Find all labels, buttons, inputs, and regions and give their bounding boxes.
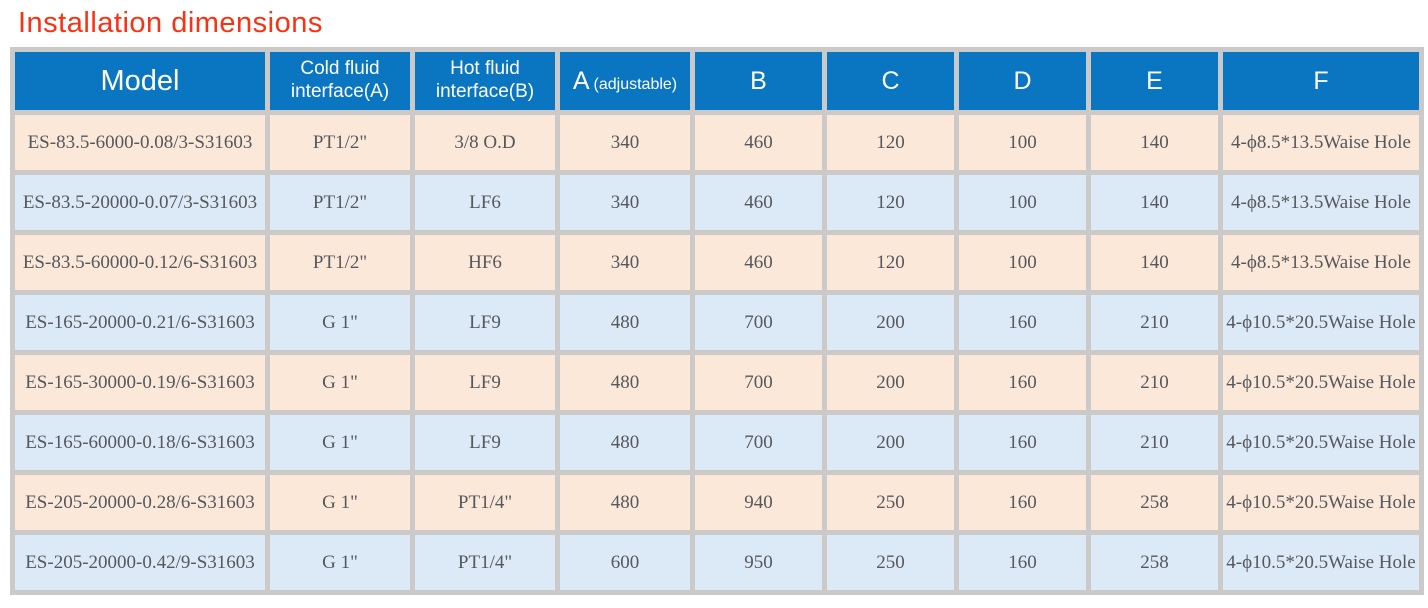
page-title: Installation dimensions	[18, 7, 323, 39]
dim-f-cell: 4-ϕ10.5*20.5Waise Hole	[1223, 535, 1419, 590]
dim-a-cell: 340	[560, 175, 690, 230]
dim-e-cell: 140	[1091, 115, 1218, 170]
header-dim-a-label: A	[572, 66, 590, 95]
hot-fluid-interface-cell: PT1/4"	[415, 475, 555, 530]
model-cell: ES-165-60000-0.18/6-S31603	[15, 415, 265, 470]
dim-e-cell: 210	[1091, 415, 1218, 470]
dim-d-cell: 100	[959, 115, 1086, 170]
dim-b-cell: 460	[695, 115, 822, 170]
dim-c-cell: 200	[827, 415, 954, 470]
table-body: ES-83.5-6000-0.08/3-S31603 PT1/2" 3/8 O.D 3…	[15, 115, 1419, 590]
model-cell: ES-205-20000-0.42/9-S31603	[15, 535, 265, 590]
cold-fluid-interface-cell: G 1"	[270, 355, 410, 410]
dim-d-cell: 100	[959, 175, 1086, 230]
dim-a-cell: 340	[560, 235, 690, 290]
header-dim-d: D	[959, 52, 1086, 110]
dim-a-cell: 480	[560, 415, 690, 470]
dim-b-cell: 700	[695, 415, 822, 470]
header-model: Model	[15, 52, 265, 110]
dim-b-cell: 950	[695, 535, 822, 590]
dim-f-cell: 4-ϕ10.5*20.5Waise Hole	[1223, 355, 1419, 410]
dim-e-cell: 210	[1091, 295, 1218, 350]
header-hot-fluid-interface: Hot fluid interface(B)	[415, 52, 555, 110]
dim-d-cell: 160	[959, 355, 1086, 410]
cold-fluid-interface-cell: PT1/2"	[270, 235, 410, 290]
hot-fluid-interface-cell: PT1/4"	[415, 535, 555, 590]
table-row: ES-165-30000-0.19/6-S31603 G 1" LF9 480 700 2…	[15, 355, 1419, 410]
hot-fluid-interface-cell: LF9	[415, 355, 555, 410]
table-row: ES-83.5-20000-0.07/3-S31603 PT1/2" LF6 340 4…	[15, 175, 1419, 230]
dim-d-cell: 100	[959, 235, 1086, 290]
dim-a-cell: 480	[560, 475, 690, 530]
header-cold-fluid-interface: Cold fluid interface(A)	[270, 52, 410, 110]
dim-e-cell: 140	[1091, 235, 1218, 290]
installation-dimensions-table: Model Cold fluid interface(A) Hot fluid …	[10, 47, 1424, 595]
dim-d-cell: 160	[959, 415, 1086, 470]
header-dim-a-sublabel: (adjustable)	[593, 75, 678, 93]
model-cell: ES-83.5-60000-0.12/6-S31603	[15, 235, 265, 290]
dim-b-cell: 700	[695, 295, 822, 350]
hot-fluid-interface-cell: LF9	[415, 415, 555, 470]
dim-c-cell: 200	[827, 355, 954, 410]
dim-f-cell: 4-ϕ8.5*13.5Waise Hole	[1223, 175, 1419, 230]
dim-e-cell: 258	[1091, 475, 1218, 530]
dim-f-cell: 4-ϕ10.5*20.5Waise Hole	[1223, 475, 1419, 530]
dim-c-cell: 120	[827, 115, 954, 170]
installation-dimensions-section: Model Cold fluid interface(A) Hot fluid …	[10, 47, 1424, 595]
dim-b-cell: 700	[695, 355, 822, 410]
dim-d-cell: 160	[959, 475, 1086, 530]
header-dim-e: E	[1091, 52, 1218, 110]
cold-fluid-interface-cell: G 1"	[270, 295, 410, 350]
dim-f-cell: 4-ϕ8.5*13.5Waise Hole	[1223, 115, 1419, 170]
model-cell: ES-83.5-6000-0.08/3-S31603	[15, 115, 265, 170]
dim-b-cell: 460	[695, 175, 822, 230]
cold-fluid-interface-cell: PT1/2"	[270, 175, 410, 230]
cold-fluid-interface-cell: PT1/2"	[270, 115, 410, 170]
dim-d-cell: 160	[959, 535, 1086, 590]
cold-fluid-interface-cell: G 1"	[270, 475, 410, 530]
dim-b-cell: 460	[695, 235, 822, 290]
hot-fluid-interface-cell: LF6	[415, 175, 555, 230]
hot-fluid-interface-cell: 3/8 O.D	[415, 115, 555, 170]
table-row: ES-205-20000-0.28/6-S31603 G 1" PT1/4" 480 9…	[15, 475, 1419, 530]
dim-c-cell: 120	[827, 235, 954, 290]
table-row: ES-165-60000-0.18/6-S31603 G 1" LF9 480 700 2…	[15, 415, 1419, 470]
dim-f-cell: 4-ϕ8.5*13.5Waise Hole	[1223, 235, 1419, 290]
dim-d-cell: 160	[959, 295, 1086, 350]
model-cell: ES-83.5-20000-0.07/3-S31603	[15, 175, 265, 230]
dim-e-cell: 258	[1091, 535, 1218, 590]
model-cell: ES-165-20000-0.21/6-S31603	[15, 295, 265, 350]
table-row: ES-165-20000-0.21/6-S31603 G 1" LF9 480 700 2…	[15, 295, 1419, 350]
dim-b-cell: 940	[695, 475, 822, 530]
dim-c-cell: 250	[827, 535, 954, 590]
header-dim-a: A (adjustable)	[560, 52, 690, 110]
table-row: ES-205-20000-0.42/9-S31603 G 1" PT1/4" 600 9…	[15, 535, 1419, 590]
table-row: ES-83.5-60000-0.12/6-S31603 PT1/2" HF6 340 4…	[15, 235, 1419, 290]
dim-e-cell: 210	[1091, 355, 1218, 410]
header-dim-b: B	[695, 52, 822, 110]
dim-a-cell: 340	[560, 115, 690, 170]
table-header-row: Model Cold fluid interface(A) Hot fluid …	[15, 52, 1419, 110]
dim-c-cell: 250	[827, 475, 954, 530]
dim-c-cell: 120	[827, 175, 954, 230]
dim-a-cell: 480	[560, 295, 690, 350]
model-cell: ES-165-30000-0.19/6-S31603	[15, 355, 265, 410]
cold-fluid-interface-cell: G 1"	[270, 535, 410, 590]
dim-a-cell: 600	[560, 535, 690, 590]
model-cell: ES-205-20000-0.28/6-S31603	[15, 475, 265, 530]
dim-e-cell: 140	[1091, 175, 1218, 230]
dim-f-cell: 4-ϕ10.5*20.5Waise Hole	[1223, 415, 1419, 470]
header-dim-c: C	[827, 52, 954, 110]
hot-fluid-interface-cell: LF9	[415, 295, 555, 350]
table-row: ES-83.5-6000-0.08/3-S31603 PT1/2" 3/8 O.D 3…	[15, 115, 1419, 170]
dim-f-cell: 4-ϕ10.5*20.5Waise Hole	[1223, 295, 1419, 350]
dim-c-cell: 200	[827, 295, 954, 350]
dim-a-cell: 480	[560, 355, 690, 410]
cold-fluid-interface-cell: G 1"	[270, 415, 410, 470]
header-dim-f: F	[1223, 52, 1419, 110]
hot-fluid-interface-cell: HF6	[415, 235, 555, 290]
